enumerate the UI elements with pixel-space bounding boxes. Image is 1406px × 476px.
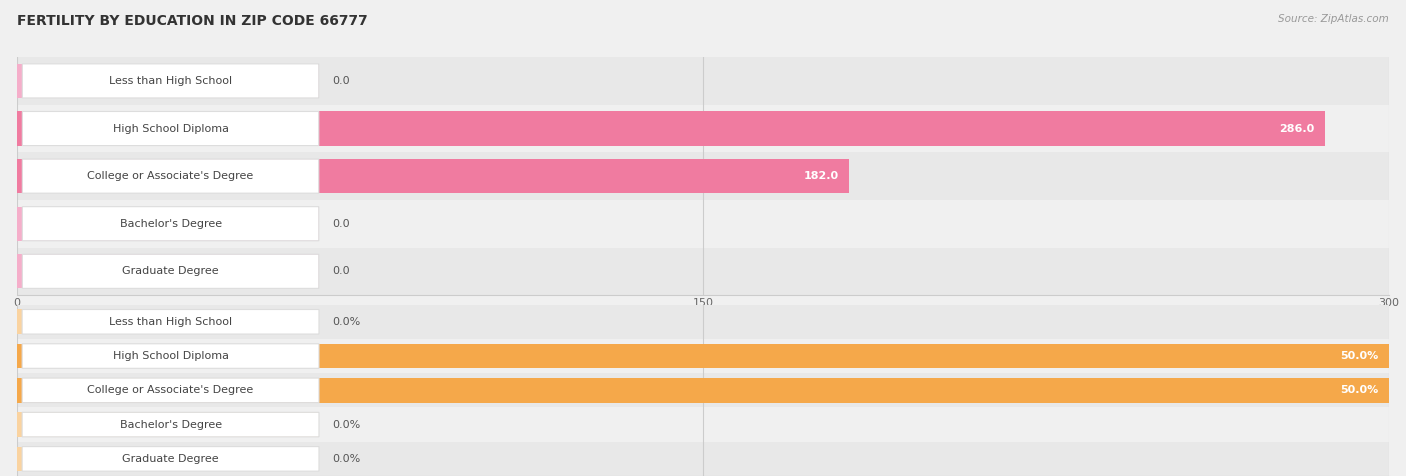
Text: Graduate Degree: Graduate Degree (122, 266, 219, 277)
Bar (17, 407, 1389, 442)
FancyBboxPatch shape (22, 254, 319, 288)
Bar (17, 378, 1389, 403)
Text: 50.0%: 50.0% (1340, 385, 1378, 396)
Bar (17, 111, 1324, 146)
Bar (17, 57, 1389, 105)
Text: FERTILITY BY EDUCATION IN ZIP CODE 66777: FERTILITY BY EDUCATION IN ZIP CODE 66777 (17, 14, 367, 28)
Bar (17, 309, 319, 334)
Bar (17, 442, 1389, 476)
Text: Less than High School: Less than High School (110, 317, 232, 327)
Text: High School Diploma: High School Diploma (112, 123, 229, 134)
Text: Bachelor's Degree: Bachelor's Degree (120, 218, 222, 229)
Bar (17, 446, 319, 471)
Text: Graduate Degree: Graduate Degree (122, 454, 219, 464)
Bar (17, 373, 1389, 407)
Text: 0.0%: 0.0% (332, 454, 361, 464)
Text: Bachelor's Degree: Bachelor's Degree (120, 419, 222, 430)
FancyBboxPatch shape (22, 64, 319, 98)
Bar (17, 254, 319, 288)
Text: 50.0%: 50.0% (1340, 351, 1378, 361)
Bar (17, 64, 319, 98)
Bar (17, 344, 1389, 368)
Bar (17, 207, 319, 241)
Text: 286.0: 286.0 (1279, 123, 1315, 134)
Bar (17, 152, 1389, 200)
Text: College or Associate's Degree: College or Associate's Degree (87, 171, 253, 181)
Text: 182.0: 182.0 (803, 171, 838, 181)
FancyBboxPatch shape (22, 412, 319, 437)
FancyBboxPatch shape (22, 446, 319, 471)
Text: Less than High School: Less than High School (110, 76, 232, 86)
Bar (17, 200, 1389, 248)
Text: 0.0%: 0.0% (332, 317, 361, 327)
Bar (17, 305, 1389, 339)
Text: 0.0: 0.0 (332, 76, 350, 86)
FancyBboxPatch shape (22, 159, 319, 193)
Text: Source: ZipAtlas.com: Source: ZipAtlas.com (1278, 14, 1389, 24)
Text: 0.0: 0.0 (332, 218, 350, 229)
FancyBboxPatch shape (22, 378, 319, 403)
Bar (17, 248, 1389, 295)
Bar (17, 105, 1389, 152)
Text: High School Diploma: High School Diploma (112, 351, 229, 361)
FancyBboxPatch shape (22, 207, 319, 241)
FancyBboxPatch shape (22, 111, 319, 146)
FancyBboxPatch shape (22, 309, 319, 334)
Bar (17, 339, 1389, 373)
Text: College or Associate's Degree: College or Associate's Degree (87, 385, 253, 396)
FancyBboxPatch shape (22, 344, 319, 368)
Bar (17, 159, 849, 193)
Bar (17, 412, 319, 437)
Text: 0.0%: 0.0% (332, 419, 361, 430)
Text: 0.0: 0.0 (332, 266, 350, 277)
